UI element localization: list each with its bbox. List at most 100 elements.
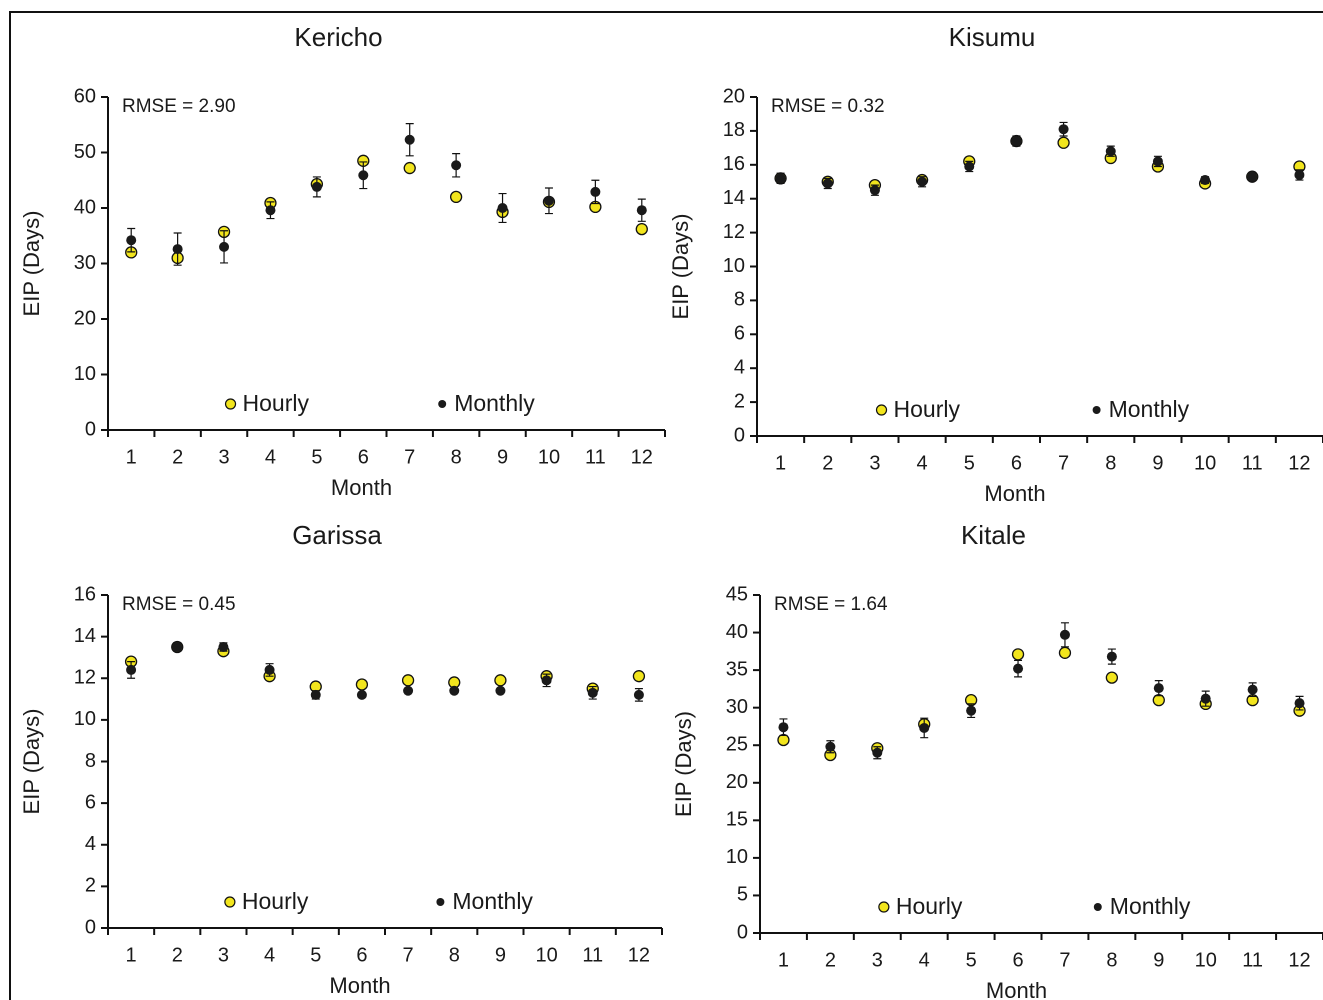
legend-marker [438,400,447,408]
legend-label: Monthly [454,390,535,416]
x-tick-label: 5 [964,452,975,474]
monthly-point [310,689,321,700]
x-tick-label: 5 [311,446,322,468]
chart-title: Kisumu [949,22,1036,52]
y-tick-label: 10 [726,846,748,868]
y-tick-label: 16 [74,583,96,605]
monthly-point [172,244,183,255]
y-tick-label: 10 [74,708,96,730]
x-tick-label: 9 [1152,452,1163,474]
y-tick-label: 20 [723,85,745,107]
x-tick-label: 9 [497,446,508,468]
x-tick-label: 2 [822,452,833,474]
legend-marker [224,896,236,908]
annotation: RMSE = 0.45 [122,594,236,615]
y-tick-label: 20 [74,307,96,329]
x-axis-label: Month [329,973,390,998]
monthly-point [1152,156,1163,167]
y-tick-label: 2 [734,390,745,412]
x-tick-label: 12 [1288,452,1310,474]
y-tick-label: 2 [85,875,96,897]
monthly-point [966,705,977,716]
monthly-point [869,185,880,196]
monthly-point [497,203,508,213]
hourly-point [401,674,415,687]
monthly-point [1200,693,1211,704]
legend-marker [224,398,237,410]
y-tick-label: 5 [737,884,748,906]
monthly-point [403,685,414,696]
x-tick-label: 6 [358,446,369,468]
x-tick-label: 3 [218,446,229,468]
hourly-point [355,678,369,691]
y-tick-label: 8 [85,750,96,772]
legend-label: Monthly [452,888,533,914]
y-tick-label: 16 [723,153,745,175]
x-tick-label: 1 [775,452,786,474]
x-tick-label: 9 [495,944,506,966]
monthly-point [356,689,367,700]
hourly-point [1105,671,1119,684]
x-tick-label: 11 [585,446,606,468]
monthly-point [587,687,598,698]
x-tick-label: 1 [126,944,137,966]
y-tick-label: 30 [74,252,96,274]
monthly-point [775,173,786,184]
y-tick-label: 10 [74,363,96,385]
monthly-point [1294,169,1305,180]
y-tick-label: 30 [726,696,748,718]
y-tick-label: 6 [734,323,745,345]
x-tick-label: 3 [869,452,880,474]
hourly-point [1057,136,1070,149]
x-tick-label: 7 [403,944,414,966]
x-tick-label: 6 [1012,949,1023,971]
monthly-point [1294,698,1305,709]
monthly-point [404,134,415,145]
y-tick-label: 40 [726,621,748,643]
monthly-point [825,741,836,752]
x-tick-label: 4 [917,452,928,474]
monthly-point [1247,684,1258,695]
monthly-point [311,181,322,192]
y-tick-label: 8 [734,289,745,311]
monthly-point [633,689,644,700]
y-tick-label: 0 [737,921,748,943]
y-tick-label: 60 [74,85,96,107]
hourly-point [1152,694,1165,707]
hourly-point [1011,648,1025,661]
hourly-point [403,161,416,175]
y-tick-label: 6 [85,791,96,813]
chart-title: Kitale [961,520,1026,550]
legend-marker [436,898,445,906]
monthly-point [1013,663,1024,674]
monthly-point [1059,629,1070,640]
x-tick-label: 8 [449,944,460,966]
hourly-point [777,733,790,747]
legend-marker [1093,903,1102,911]
hourly-point [1058,646,1072,659]
y-tick-label: 14 [723,187,745,209]
hourly-point [635,222,648,236]
legend-label: Hourly [894,396,961,422]
x-tick-label: 8 [1106,949,1117,971]
monthly-point [1058,124,1069,135]
x-tick-label: 7 [404,446,415,468]
monthly-point [919,722,930,733]
x-tick-label: 11 [1242,949,1263,971]
y-tick-label: 40 [74,196,96,218]
y-tick-label: 45 [726,583,748,605]
x-tick-label: 2 [172,446,183,468]
monthly-point [172,642,183,653]
y-axis-label: EIP (Days) [668,214,693,320]
chart-title: Kericho [294,22,382,52]
monthly-point [1106,651,1117,662]
y-tick-label: 14 [74,625,96,647]
monthly-point [265,205,276,216]
y-tick-label: 10 [723,255,745,277]
y-tick-label: 15 [726,809,748,831]
y-tick-label: 50 [74,141,96,163]
x-tick-label: 12 [631,446,653,468]
y-tick-label: 20 [726,771,748,793]
x-tick-label: 10 [538,446,560,468]
y-tick-label: 18 [723,119,745,141]
